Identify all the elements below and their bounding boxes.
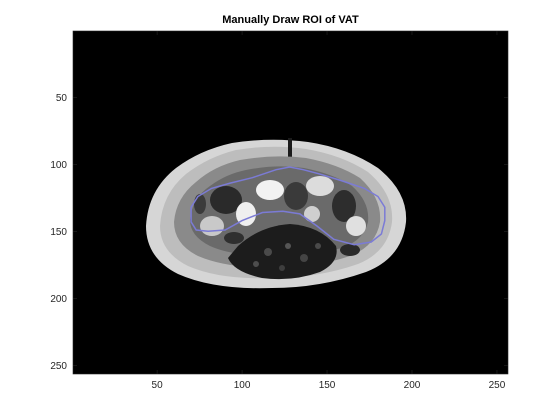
axes-frame xyxy=(72,30,509,375)
y-tick-label: 150 xyxy=(50,227,67,238)
x-tick-label: 200 xyxy=(404,380,421,391)
x-tick-label: 150 xyxy=(319,380,336,391)
x-axis: 50 100 150 200 250 xyxy=(152,31,506,391)
figure-title: Manually Draw ROI of VAT xyxy=(222,14,359,26)
roi-outline[interactable] xyxy=(190,166,386,246)
y-tick-label: 100 xyxy=(50,160,67,171)
x-tick-label: 100 xyxy=(234,380,251,391)
x-tick-label: 250 xyxy=(489,380,506,391)
y-tick-label: 50 xyxy=(56,93,68,104)
y-tick-label: 200 xyxy=(50,294,67,305)
x-tick-label: 50 xyxy=(152,380,164,391)
y-tick-label: 250 xyxy=(50,361,67,372)
y-axis: 50 100 150 200 250 xyxy=(50,93,508,372)
